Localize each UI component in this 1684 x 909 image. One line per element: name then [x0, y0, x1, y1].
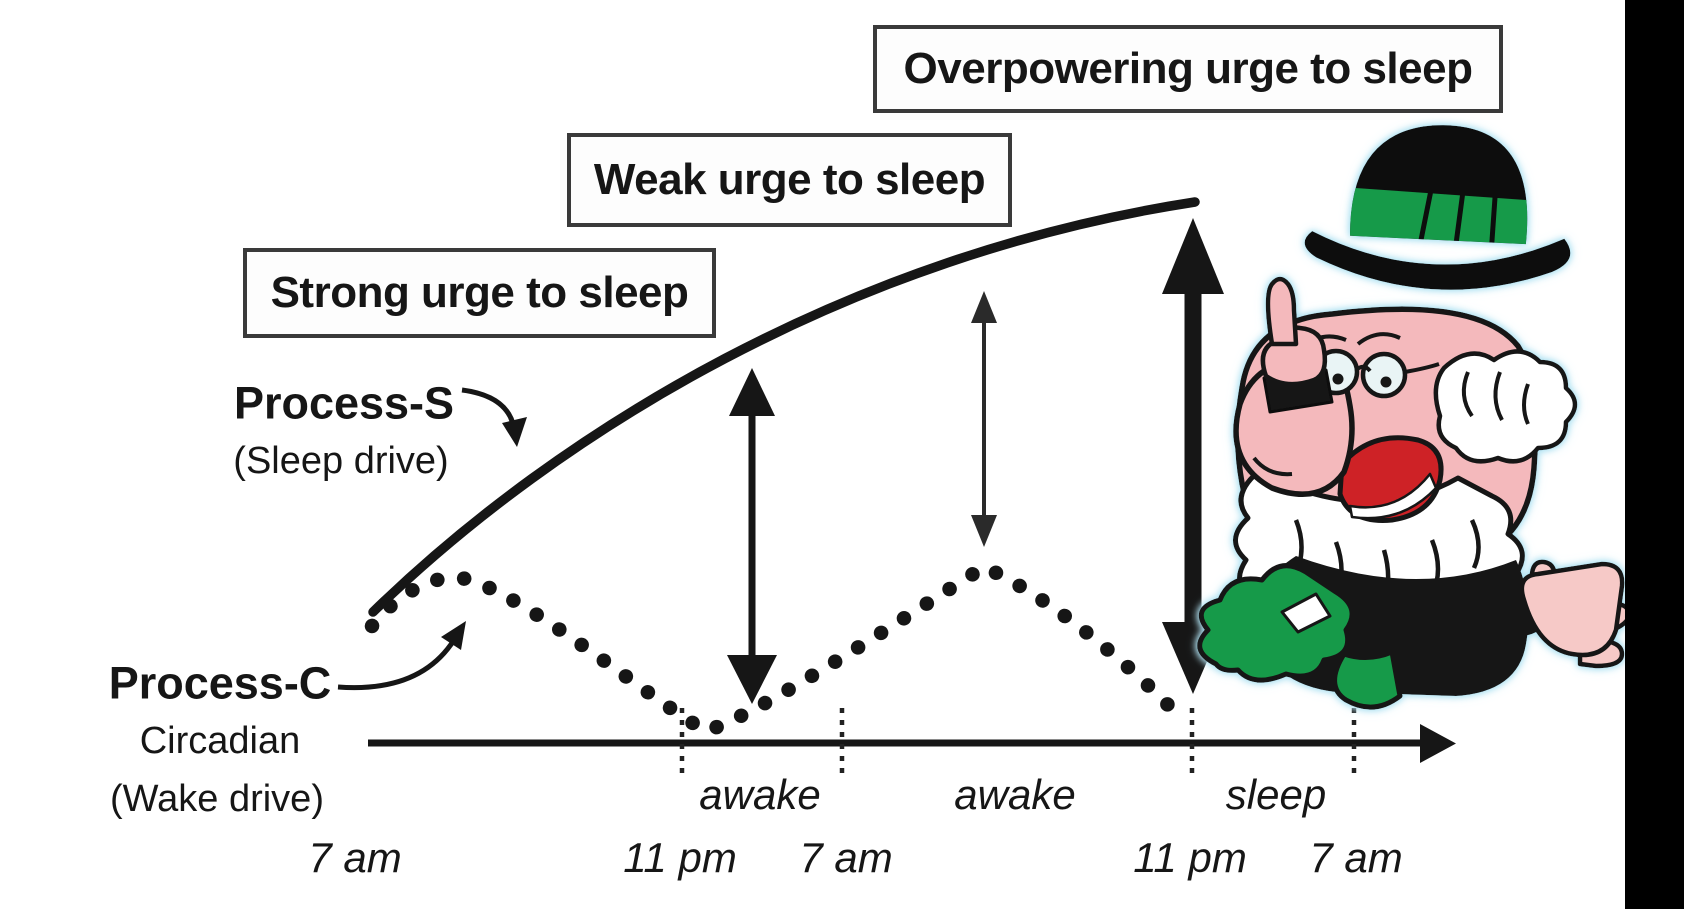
urge-arrow-weak — [971, 291, 997, 547]
hat-brim — [1304, 231, 1571, 290]
process-s-curve — [368, 197, 1200, 617]
time-label-11pm-1: 11 pm — [623, 834, 737, 881]
teeth — [1348, 472, 1438, 520]
second-boot-icon — [1332, 649, 1403, 710]
process-c-label: Process-C — [108, 657, 332, 709]
arrow-down-icon — [971, 515, 997, 547]
pointing-hand-icon — [1260, 276, 1334, 414]
arrow-up-icon — [729, 368, 775, 416]
callout-overpowering-urge: Overpowering urge to sleep — [873, 25, 1503, 113]
arrow-up-icon — [1162, 218, 1224, 294]
index-finger — [1265, 276, 1299, 347]
arrow-up-icon — [971, 291, 997, 323]
arrow-down-icon — [727, 655, 777, 704]
region-label-sleep: sleep — [1225, 771, 1327, 818]
bowler-hat-icon — [1304, 125, 1571, 290]
pointer-arrowhead-icon — [441, 621, 466, 650]
boot-flash — [1280, 592, 1332, 634]
sleep-drive-label: (Sleep drive) — [233, 440, 449, 482]
process-s-label: Process-S — [233, 377, 455, 429]
axis-arrowhead-icon — [1420, 724, 1456, 763]
time-label-7am-2: 7 am — [799, 834, 893, 881]
pointer-curve — [337, 638, 457, 691]
leprechaun-character — [1197, 125, 1632, 710]
process-c-pointer-arrow — [337, 621, 466, 691]
nostril-line — [1252, 456, 1293, 477]
region-label-awake-2: awake — [954, 771, 1076, 818]
callout-strong-urge: Strong urge to sleep — [243, 248, 716, 338]
hat-band — [1349, 185, 1534, 249]
side-hair-waves — [1461, 371, 1530, 425]
wake-drive-label: (Wake drive) — [110, 778, 324, 820]
side-hair — [1433, 349, 1578, 464]
open-hand-icon — [1519, 559, 1632, 669]
time-label-11pm-2: 11 pm — [1133, 834, 1247, 881]
urge-arrow-strong — [727, 368, 777, 704]
time-label-7am-3: 7 am — [1309, 834, 1403, 881]
pointer-arrowhead-icon — [502, 417, 527, 447]
region-label-awake-1: awake — [699, 771, 821, 818]
process-s-pointer-arrow — [461, 387, 527, 447]
circadian-label: Circadian — [139, 720, 301, 762]
callout-weak-urge: Weak urge to sleep — [567, 133, 1012, 227]
right-black-bar — [1625, 0, 1684, 909]
process-c-curve — [364, 558, 1178, 739]
time-label-7am-1: 7 am — [308, 834, 402, 881]
time-axis — [368, 708, 1456, 778]
